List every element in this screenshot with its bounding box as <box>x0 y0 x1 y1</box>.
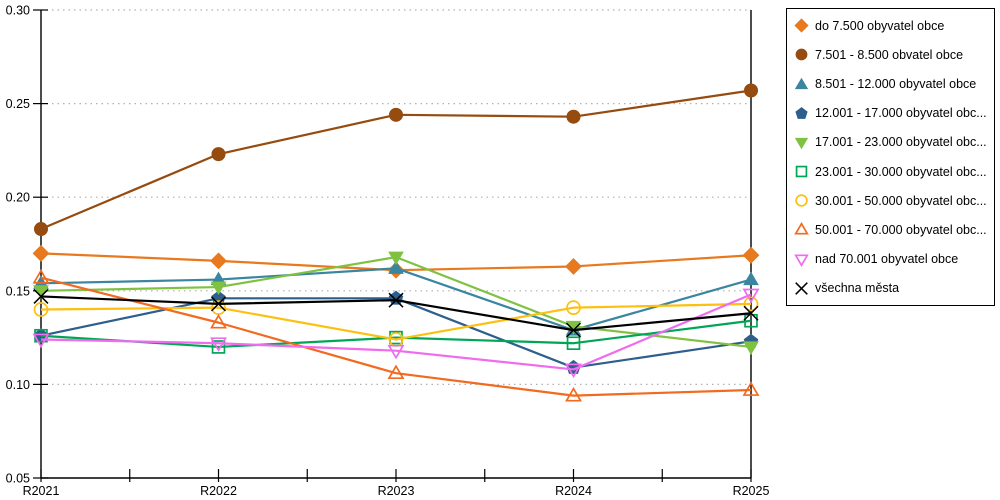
legend-item: 8.501 - 12.000 obyvatel obce <box>793 70 992 99</box>
data-point-marker <box>743 305 759 321</box>
x-tick-label: R2023 <box>378 484 415 498</box>
data-point-marker <box>566 300 581 316</box>
data-point-marker <box>742 246 760 264</box>
legend-item-label: 8.501 - 12.000 obyvatel obce <box>815 77 977 92</box>
data-point-marker <box>566 109 581 124</box>
data-point-marker <box>743 271 759 286</box>
data-point-marker <box>210 281 227 296</box>
y-tick-label: 0.05 <box>6 472 30 486</box>
data-point-marker <box>388 251 404 266</box>
legend-item-label: 7.501 - 8.500 obvatel obce <box>815 47 964 62</box>
data-point-marker <box>743 83 759 98</box>
data-point-marker <box>565 322 582 338</box>
data-point-marker <box>565 258 582 275</box>
data-point-marker <box>210 252 227 270</box>
data-point-marker <box>388 292 404 308</box>
series-2 <box>33 83 759 237</box>
legend-marker-triangle-down-icon <box>794 254 809 267</box>
data-point-marker <box>210 296 227 312</box>
legend-item-label: 30.001 - 50.000 obyvatel obc... <box>815 193 987 208</box>
series-9 <box>32 288 760 379</box>
series-6 <box>34 313 758 354</box>
x-tick-label: R2024 <box>555 484 592 498</box>
legend-item: všechna města <box>793 274 992 303</box>
legend-marker-circle-icon <box>795 48 808 61</box>
data-point-marker <box>743 341 759 355</box>
data-point-marker <box>742 381 760 396</box>
series-5 <box>33 251 759 355</box>
data-point-marker <box>388 290 404 305</box>
data-point-marker <box>742 288 760 304</box>
y-tick-label: 0.10 <box>6 378 30 392</box>
x-tick-label: R2022 <box>200 484 237 498</box>
data-point-marker <box>743 296 759 312</box>
y-tick-label: 0.15 <box>6 284 30 298</box>
legend-item-label: do 7.500 obyvatel obce <box>815 18 945 33</box>
legend-marker-triangle-down-icon <box>794 137 809 150</box>
x-tick-label: R2021 <box>23 484 60 498</box>
legend-marker-square-icon <box>795 165 808 178</box>
data-point-marker <box>744 313 758 328</box>
data-point-marker <box>211 340 226 354</box>
axes <box>40 10 752 479</box>
legend-marker-x-icon <box>795 281 808 295</box>
y-tick-label: 0.25 <box>6 97 30 111</box>
y-tick-label: 0.20 <box>6 191 30 205</box>
x-tick-label: R2025 <box>733 484 770 498</box>
data-point-marker <box>210 337 227 352</box>
legend-item: 50.001 - 70.000 obyvatel obc... <box>793 215 992 244</box>
legend-item-label: všechna města <box>815 281 900 296</box>
legend: do 7.500 obyvatel obce 7.501 - 8.500 obva… <box>786 8 995 306</box>
data-point-marker <box>33 285 49 299</box>
legend-marker-triangle-up-icon <box>794 77 809 89</box>
series-line <box>40 276 752 397</box>
legend-item-label: 12.001 - 17.000 obyvatel obc... <box>815 106 987 121</box>
data-point-marker <box>565 386 582 402</box>
legend-marker-circle-icon <box>795 194 808 207</box>
data-point-marker <box>387 364 405 380</box>
legend-marker-pentagon-icon <box>795 106 808 119</box>
data-point-marker <box>388 260 404 274</box>
data-point-marker <box>33 288 49 304</box>
legend-marker-diamond-icon <box>794 18 809 33</box>
legend-item-label: 50.001 - 70.000 obyvatel obc... <box>815 222 987 237</box>
data-point-marker <box>33 302 49 317</box>
data-point-marker <box>211 147 226 162</box>
legend-item: 17.001 - 23.000 obyvatel obc... <box>793 128 992 157</box>
series-10 <box>33 288 759 338</box>
gridlines <box>41 9 751 385</box>
legend-item-label: 23.001 - 30.000 obyvatel obc... <box>815 164 987 179</box>
legend-item: do 7.500 obyvatel obce <box>793 11 992 40</box>
data-point-marker <box>33 222 49 237</box>
data-point-marker <box>210 313 227 329</box>
series-line <box>40 319 752 349</box>
y-tick-label: 0.30 <box>6 4 30 18</box>
data-point-marker <box>387 344 405 360</box>
legend-item: 12.001 - 17.000 obyvatel obc... <box>793 99 992 128</box>
legend-item: 30.001 - 50.000 obyvatel obc... <box>793 186 992 215</box>
legend-item-label: 17.001 - 23.000 obyvatel obc... <box>815 135 987 150</box>
data-point-marker <box>388 107 404 122</box>
legend-item: nad 70.001 obyvatel obce <box>793 245 992 274</box>
legend-item-label: nad 70.001 obyvatel obce <box>815 252 959 267</box>
legend-item: 7.501 - 8.500 obvatel obce <box>793 40 992 69</box>
series-line <box>40 293 752 371</box>
legend-item: 23.001 - 30.000 obyvatel obc... <box>793 157 992 186</box>
y-axis-ticks: 0.05 0.10 0.15 0.20 0.25 0.30 <box>6 4 48 486</box>
legend-marker-triangle-up-icon <box>794 222 809 235</box>
data-point-marker <box>32 244 50 262</box>
data-point-marker <box>32 333 50 349</box>
data-point-marker <box>565 363 582 379</box>
x-axis-ticks: R2021 R2022 R2023 R2024 R2025 <box>23 469 770 498</box>
series-8 <box>32 269 760 402</box>
data-point-marker <box>566 336 581 351</box>
data-point-marker <box>32 269 50 284</box>
